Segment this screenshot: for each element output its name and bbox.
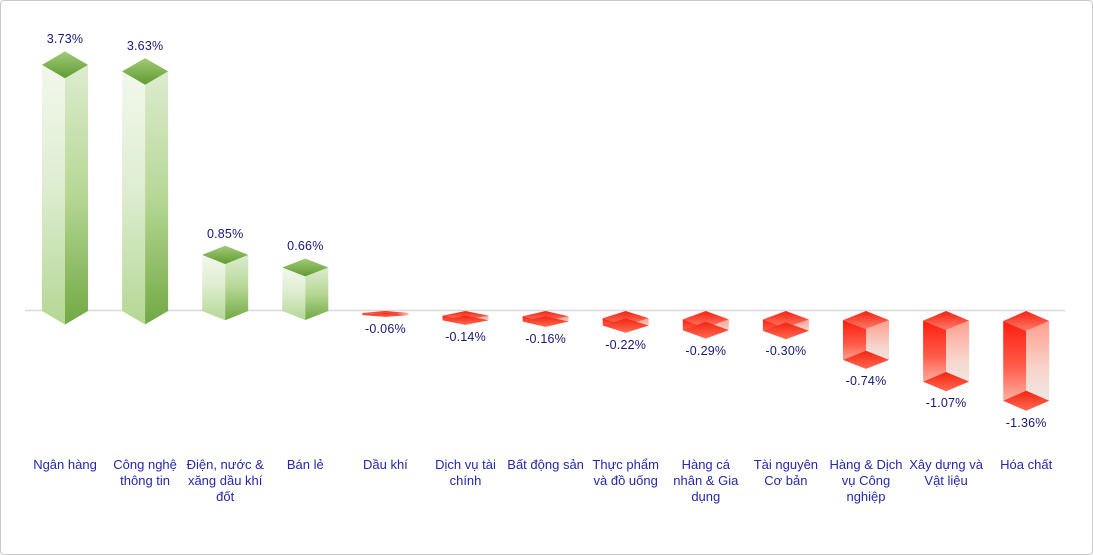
column-up-3	[282, 258, 329, 320]
bar-face-right	[65, 64, 88, 325]
column-down-5	[442, 311, 489, 325]
bar-face-right	[946, 320, 970, 392]
column-down-9	[762, 311, 809, 340]
bar-cap-bottom	[602, 318, 649, 333]
column-up-0	[42, 51, 88, 325]
bar-cap-bottom	[522, 316, 569, 327]
bar-face-right	[1026, 320, 1050, 411]
bar-face-right	[305, 267, 329, 320]
column-down-10	[843, 311, 889, 369]
column-down-8	[682, 311, 729, 339]
bar-face-left	[122, 71, 146, 325]
column-down-11	[923, 311, 970, 392]
bar-face-left	[1003, 320, 1027, 411]
bar-cap-bottom	[762, 322, 809, 340]
bar-cap-bottom	[843, 350, 889, 369]
bar-cap-bottom	[923, 372, 970, 392]
bar-cap-top	[282, 258, 329, 277]
bar-cap-top	[1003, 311, 1050, 331]
column-up-1	[122, 58, 169, 325]
bar-face-left	[923, 320, 947, 392]
column-down-6	[522, 311, 569, 327]
bar-face-right	[145, 71, 169, 325]
bar-cap-top	[42, 51, 88, 79]
bar-cap-bottom	[442, 315, 489, 325]
column-down-7	[602, 311, 649, 333]
column-down-4	[362, 311, 409, 317]
column-up-2	[202, 245, 249, 321]
bar-cap-top	[202, 245, 249, 265]
bar-cap-bottom	[1003, 390, 1050, 411]
column-down-12	[1003, 311, 1050, 411]
bar-face-left	[282, 267, 306, 320]
columns-group	[42, 51, 1050, 411]
bar-cap-bottom	[362, 312, 409, 317]
bar-face-right	[225, 254, 249, 321]
bar-face-left	[42, 64, 65, 325]
bar-cap-top	[122, 58, 169, 85]
bar-face-left	[202, 254, 226, 321]
bar-cap-bottom	[682, 321, 729, 339]
